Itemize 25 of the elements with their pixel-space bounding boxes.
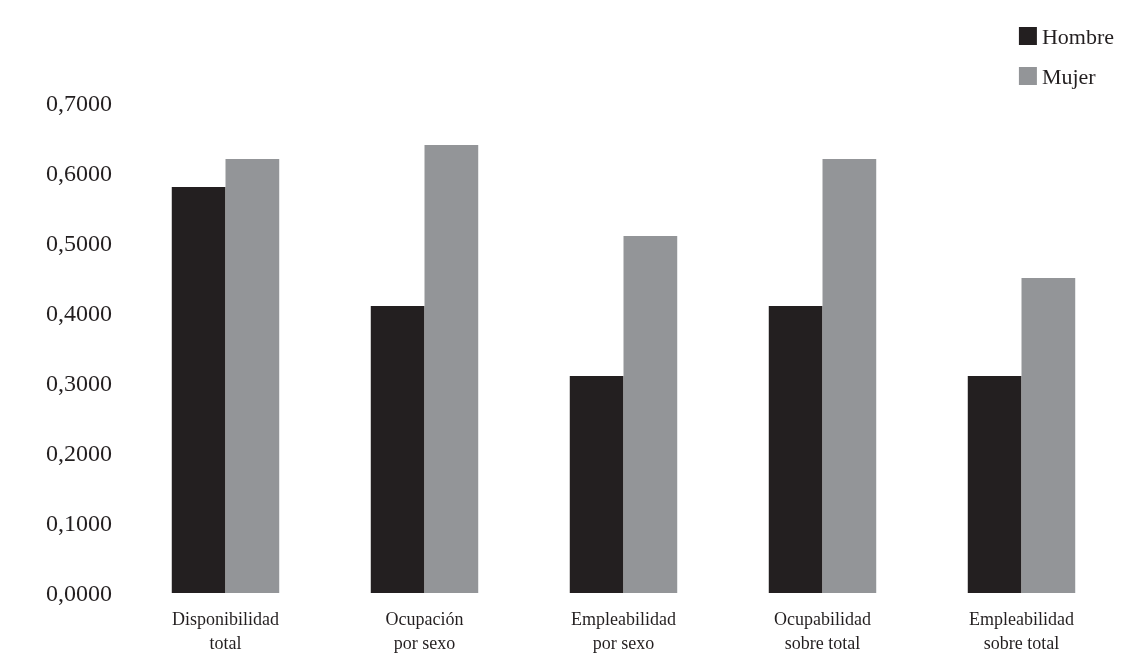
bar [569, 376, 624, 593]
y-tick-label: 0,6000 [46, 160, 112, 186]
y-tick-label: 0,4000 [46, 300, 112, 326]
bar [370, 306, 425, 593]
bar [225, 159, 280, 593]
y-tick-label: 0,0000 [46, 580, 112, 606]
bar [171, 187, 226, 593]
x-tick-label: Ocupación por sexo [385, 609, 464, 653]
legend-label: Mujer [1041, 63, 1097, 89]
x-tick-label: Empleabilidad por sexo [571, 609, 676, 653]
x-tick-label: Disponibilidad total [172, 609, 279, 653]
y-tick-label: 0,7000 [46, 90, 112, 116]
bar [822, 159, 877, 593]
bar [768, 306, 823, 593]
bar [967, 376, 1022, 593]
y-tick-label: 0,5000 [46, 230, 112, 256]
x-tick-label: Empleabilidad sobre total [969, 609, 1074, 653]
bar [1021, 278, 1076, 593]
bar [623, 236, 678, 593]
y-tick-label: 0,1000 [46, 510, 112, 536]
y-tick-label: 0,3000 [46, 370, 112, 396]
x-tick-label: Ocupabilidad sobre total [774, 609, 871, 653]
legend-label: Hombre [1041, 23, 1114, 49]
bar [424, 145, 479, 593]
y-tick-label: 0,2000 [46, 440, 112, 466]
